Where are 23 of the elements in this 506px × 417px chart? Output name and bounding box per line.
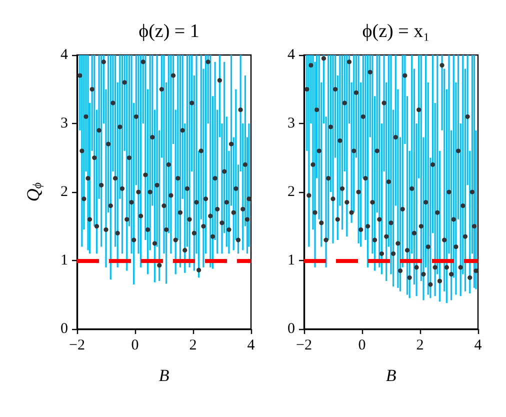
x-tick-label: −2: [296, 338, 312, 354]
x-tick-label: 4: [247, 338, 256, 354]
x-tick-label: 0: [131, 338, 139, 354]
y-tick-label: 4: [288, 47, 296, 63]
y-tick-label: 3: [288, 116, 295, 132]
x-tick-label: 0: [358, 338, 366, 354]
y-tick-label: 2: [288, 184, 295, 200]
y-tick-label: 2: [60, 184, 68, 200]
y-tick-label: 0: [60, 321, 68, 337]
y-tick-label: 1: [288, 252, 295, 268]
y-tick-label: 3: [60, 116, 68, 132]
y-tick-label: 0: [288, 321, 295, 337]
x-tick-label: −2: [69, 338, 85, 354]
x-axis-title: B: [158, 366, 170, 385]
chart-title: ϕ(z) = 1: [138, 21, 200, 42]
x-tick-label: 4: [474, 338, 482, 354]
y-axis-title: Qϕ: [23, 182, 44, 202]
y-tick-label: 1: [60, 252, 68, 268]
x-tick-label: 2: [189, 338, 197, 354]
chart-title: ϕ(z) = x₁: [362, 21, 430, 42]
x-tick-label: 2: [416, 338, 424, 354]
x-axis-title: B: [386, 366, 397, 385]
y-tick-label: 4: [60, 47, 68, 63]
